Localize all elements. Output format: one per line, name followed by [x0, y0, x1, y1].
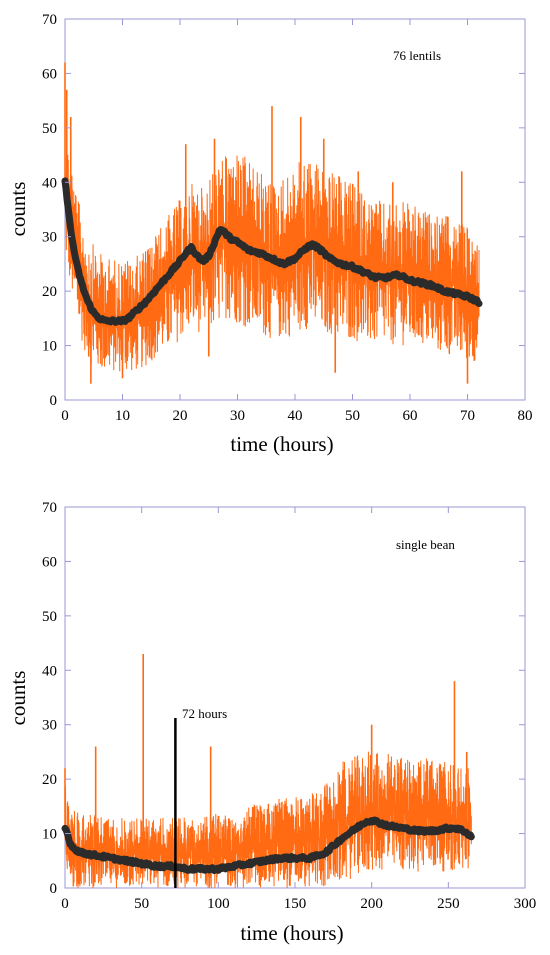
- y-tick-label: 60: [42, 66, 57, 82]
- series-layer: [61, 653, 475, 888]
- raw-counts-line: [64, 751, 472, 888]
- x-tick-label: 0: [61, 408, 69, 424]
- x-tick-label: 200: [360, 896, 383, 912]
- smoothed-counts-line: [61, 177, 483, 326]
- y-tick-label: 0: [50, 881, 58, 897]
- y-tick-label: 70: [42, 500, 57, 516]
- x-axis-title: time (hours): [230, 432, 333, 456]
- y-axis-title: counts: [6, 671, 30, 726]
- x-tick-label: 100: [207, 896, 230, 912]
- ticks-layer: 0 50 100 150 200 250 300 0 10 20 30 40 50 60 70: [42, 500, 536, 912]
- y-tick-label: 20: [42, 284, 57, 300]
- x-tick-label: 250: [437, 896, 460, 912]
- x-tick-label: 60: [403, 408, 418, 424]
- y-tick-label: 60: [42, 554, 57, 570]
- smoothed-counts-line: [61, 816, 475, 875]
- y-tick-label: 30: [42, 230, 57, 246]
- x-tick-label: 300: [514, 896, 537, 912]
- y-tick-label: 40: [42, 175, 57, 191]
- series-layer: [61, 62, 483, 384]
- y-tick-label: 30: [42, 718, 57, 734]
- y-axis-title: counts: [6, 182, 30, 237]
- y-tick-label: 50: [42, 121, 57, 137]
- y-tick-label: 10: [42, 339, 57, 355]
- x-tick-label: 20: [173, 408, 188, 424]
- y-tick-label: 20: [42, 772, 57, 788]
- x-tick-label: 150: [284, 896, 307, 912]
- x-tick-label: 50: [134, 896, 149, 912]
- x-axis-title: time (hours): [240, 921, 343, 945]
- annotation-label: single bean: [396, 537, 455, 552]
- ticks-layer: 0 10 20 30 40 50 60 70 80 0 10 20 30 40 50 60 70: [42, 12, 533, 424]
- x-tick-label: 40: [288, 408, 303, 424]
- annotation-label: 76 lentils: [393, 48, 441, 63]
- y-tick-label: 50: [42, 609, 57, 625]
- y-tick-label: 0: [50, 393, 58, 409]
- chart-panel-bottom: 0 50 100 150 200 250 300 0 10 20 30 40 50 60 70 single…: [6, 500, 536, 945]
- x-tick-label: 80: [518, 408, 533, 424]
- x-tick-label: 50: [345, 408, 360, 424]
- x-tick-label: 70: [460, 408, 475, 424]
- y-tick-label: 40: [42, 663, 57, 679]
- x-tick-label: 10: [115, 408, 130, 424]
- y-tick-label: 10: [42, 827, 57, 843]
- x-tick-label: 30: [230, 408, 245, 424]
- chart-panel-top: 0 10 20 30 40 50 60 70 80 0 10 20 30 40 50 60 70 76 lent…: [6, 12, 533, 456]
- x-tick-label: 0: [61, 896, 69, 912]
- marker-label: 72 hours: [182, 706, 227, 721]
- y-tick-label: 70: [42, 12, 57, 28]
